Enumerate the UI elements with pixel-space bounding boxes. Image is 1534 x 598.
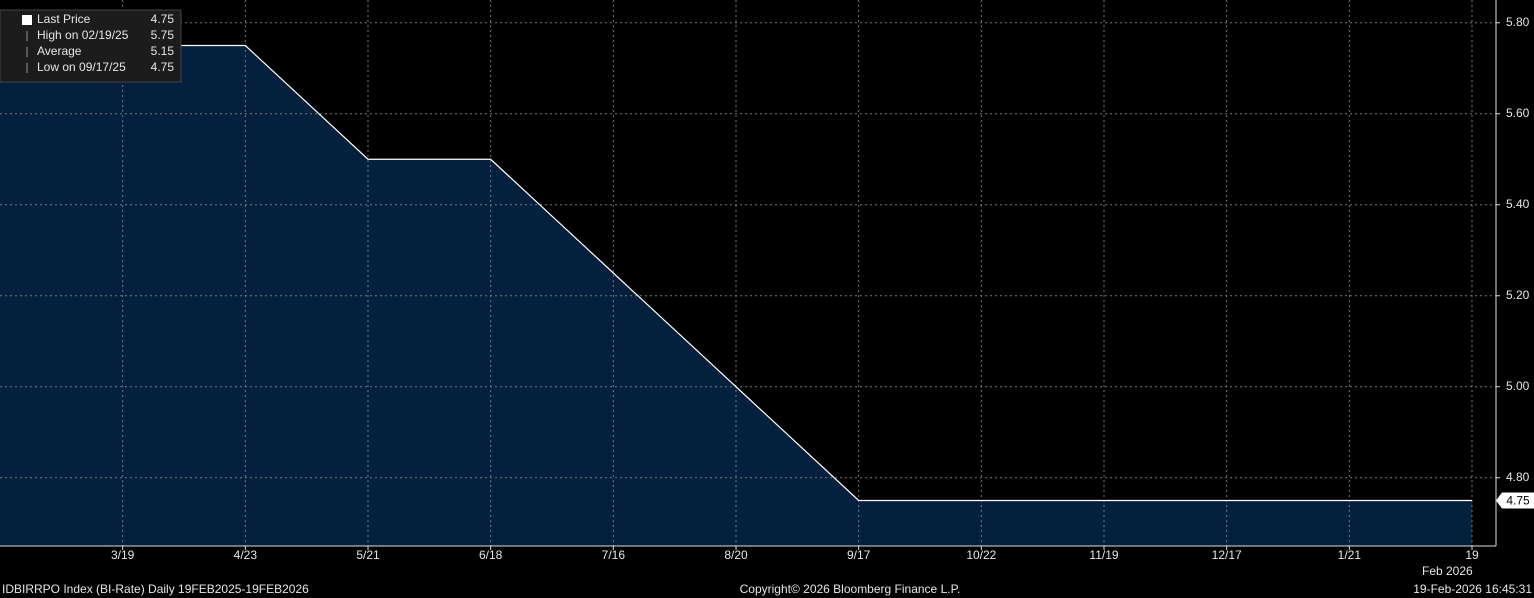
footer-center: Copyright© 2026 Bloomberg Finance L.P. — [740, 582, 961, 596]
y-tick-label: 5.80 — [1506, 15, 1530, 29]
footer-left: IDBIRRPO Index (BI-Rate) Daily 19FEB2025… — [2, 582, 309, 596]
x-tick-label: 9/17 — [847, 548, 871, 562]
legend-value: 4.75 — [151, 60, 175, 74]
x-tick-label: 12/17 — [1212, 548, 1242, 562]
legend-label: Low on 09/17/25 — [37, 60, 126, 74]
x-tick-label: 19 — [1465, 548, 1479, 562]
last-value-label: 4.75 — [1506, 494, 1530, 508]
x-tick-label: 4/23 — [234, 548, 258, 562]
x-tick-label: 6/18 — [479, 548, 503, 562]
legend-label: Last Price — [37, 12, 91, 26]
y-tick-label: 5.00 — [1506, 379, 1530, 393]
footer-right: 19-Feb-2026 16:45:31 — [1413, 582, 1532, 596]
x-tick-label: 5/21 — [356, 548, 380, 562]
y-tick-label: 5.60 — [1506, 106, 1530, 120]
x-tick-label: 1/21 — [1338, 548, 1362, 562]
x-tick-label: 7/16 — [602, 548, 626, 562]
legend-label: High on 02/19/25 — [37, 28, 129, 42]
x-tick-label: 3/19 — [111, 548, 135, 562]
legend-value: 5.75 — [151, 28, 175, 42]
legend-swatch — [22, 15, 32, 25]
legend-label: Average — [37, 44, 82, 58]
y-tick-label: 4.80 — [1506, 470, 1530, 484]
x-tick-label: 11/19 — [1089, 548, 1118, 562]
line — [0, 44, 1472, 502]
x-tick-label: 10/22 — [966, 548, 996, 562]
x-period-label: Feb 2026 — [1422, 564, 1473, 578]
legend-value: 4.75 — [151, 12, 175, 26]
y-tick-label: 5.40 — [1506, 197, 1530, 211]
legend-value: 5.15 — [151, 44, 175, 58]
y-tick-label: 5.20 — [1506, 288, 1530, 302]
x-tick-label: 8/20 — [724, 548, 748, 562]
last-value-tag — [1496, 492, 1534, 509]
